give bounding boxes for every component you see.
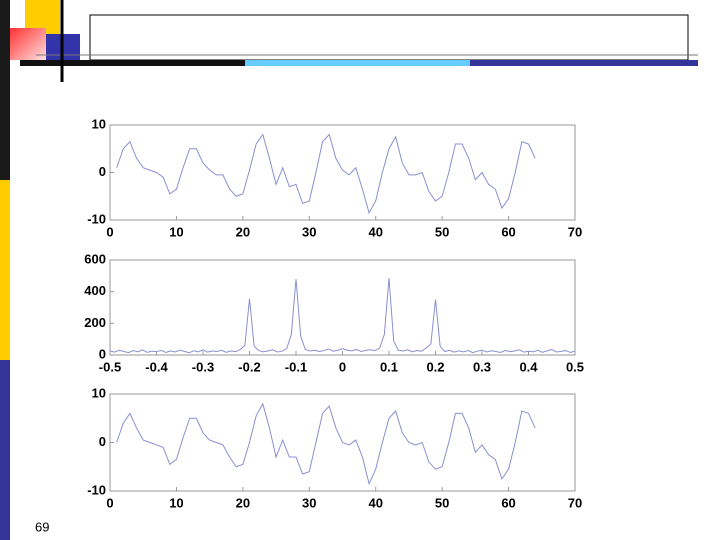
y-tick-label: 0 xyxy=(99,164,106,179)
x-tick-label: 70 xyxy=(568,495,582,510)
x-tick-label: -0.3 xyxy=(192,359,214,374)
x-tick-label: 70 xyxy=(568,224,582,239)
y-tick-label: 400 xyxy=(84,283,106,298)
x-tick-label: 60 xyxy=(501,224,515,239)
x-tick-label: 20 xyxy=(236,224,250,239)
line-series xyxy=(116,133,536,215)
x-tick-label: 0.3 xyxy=(473,359,491,374)
plot-area xyxy=(109,259,576,356)
y-tick-label: -10 xyxy=(87,482,106,497)
x-tick-label: -0.2 xyxy=(238,359,260,374)
y-tick-label: 0 xyxy=(99,434,106,449)
x-tick-label: 0 xyxy=(106,224,113,239)
x-tick-label: -0.5 xyxy=(99,359,121,374)
x-tick-label: 10 xyxy=(169,495,183,510)
x-tick-label: 30 xyxy=(302,495,316,510)
x-tick-label: 10 xyxy=(169,224,183,239)
page-number: 69 xyxy=(35,519,49,534)
x-tick-label: 50 xyxy=(435,224,449,239)
x-tick-label: 50 xyxy=(435,495,449,510)
y-tick-label: 0 xyxy=(99,346,106,361)
x-tick-label: 20 xyxy=(236,495,250,510)
line-series xyxy=(116,402,536,486)
title-box xyxy=(89,14,689,61)
x-tick-label: 0 xyxy=(339,359,346,374)
x-tick-label: 0.5 xyxy=(566,359,584,374)
x-tick-label: -0.1 xyxy=(285,359,307,374)
line-series xyxy=(109,278,576,354)
x-tick-label: 0.1 xyxy=(380,359,398,374)
x-tick-label: 60 xyxy=(501,495,515,510)
x-tick-label: 0 xyxy=(106,495,113,510)
plot-area xyxy=(109,124,576,221)
x-tick-label: -0.4 xyxy=(145,359,168,374)
side-bar-blue xyxy=(0,360,10,540)
y-tick-label: 10 xyxy=(92,385,106,400)
y-tick-label: 600 xyxy=(84,251,106,266)
rule-black xyxy=(20,60,245,66)
side-bar-black xyxy=(0,0,10,180)
rule-light-blue xyxy=(245,60,470,66)
x-tick-label: 40 xyxy=(368,224,382,239)
y-tick-label: 200 xyxy=(84,315,106,330)
rule-dark-blue xyxy=(470,60,698,66)
x-tick-label: 40 xyxy=(368,495,382,510)
y-tick-label: -10 xyxy=(87,211,106,226)
x-tick-label: 0.2 xyxy=(426,359,444,374)
side-bar-yellow xyxy=(0,180,10,360)
x-tick-label: 0.4 xyxy=(519,359,538,374)
x-tick-label: 30 xyxy=(302,224,316,239)
y-tick-label: 10 xyxy=(92,116,106,131)
